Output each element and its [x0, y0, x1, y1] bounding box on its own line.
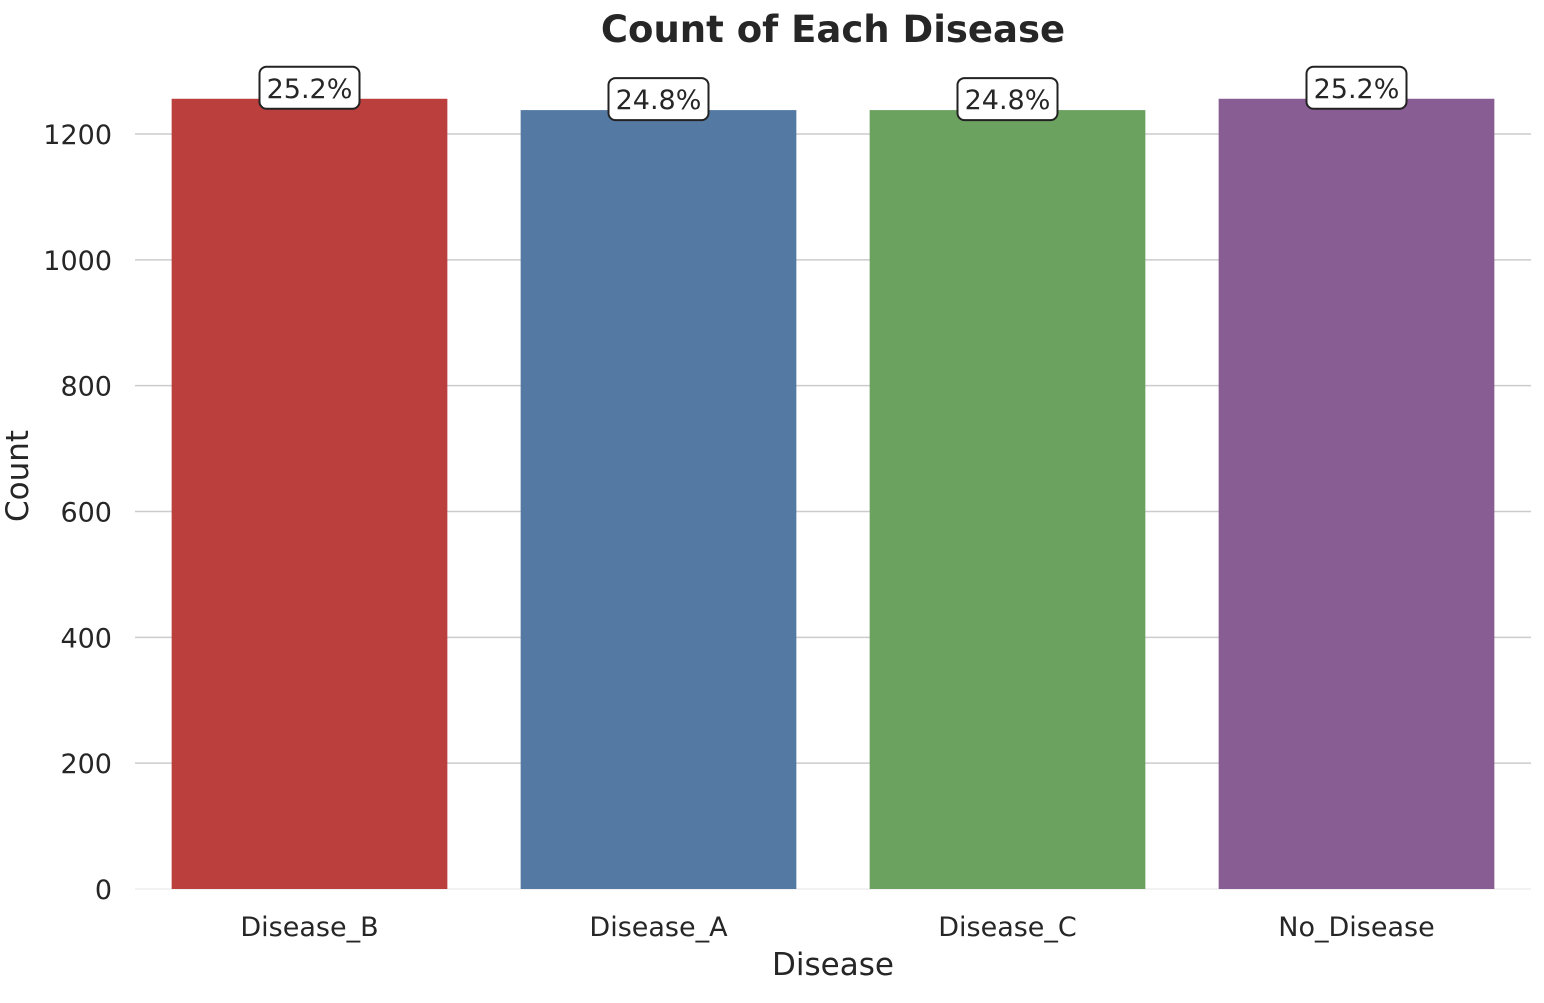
data-label-box [607, 77, 710, 122]
bar-disease-c [869, 110, 1146, 889]
y-tick-label: 200 [60, 749, 112, 780]
x-tick-label: Disease_B [240, 912, 378, 943]
y-tick-label: 1000 [43, 246, 112, 277]
x-tick-label: Disease_C [938, 912, 1077, 943]
x-axis-title: Disease [772, 947, 894, 983]
x-axis-ticks: Disease_B Disease_A Disease_C No_Disease [240, 912, 1434, 943]
y-tick-label: 0 [95, 875, 112, 906]
bar-disease-a [520, 110, 797, 889]
y-tick-label: 1200 [43, 120, 112, 151]
y-tick-label: 600 [60, 498, 112, 529]
bar-no-disease [1218, 98, 1495, 890]
y-tick-label: 800 [60, 372, 112, 403]
y-axis-title: Count [0, 430, 36, 522]
y-tick-label: 400 [60, 623, 112, 654]
data-label-box [1305, 65, 1408, 110]
data-label: 24.8% [965, 85, 1051, 116]
data-label: 25.2% [1314, 74, 1400, 105]
data-label: 24.8% [616, 85, 702, 116]
x-tick-label: Disease_A [589, 912, 728, 943]
y-axis-ticks: 0 200 400 600 800 1000 1200 [43, 120, 112, 906]
data-labels: 25.2% 24.8% 24.8% 25.2% [258, 65, 1408, 122]
bars [171, 98, 1495, 890]
x-tick-label: No_Disease [1278, 912, 1434, 943]
bar-disease-b [171, 98, 448, 890]
chart-title: Count of Each Disease [601, 8, 1065, 51]
data-label: 25.2% [267, 74, 353, 105]
data-label-box [258, 65, 361, 110]
data-label-box [956, 77, 1059, 122]
